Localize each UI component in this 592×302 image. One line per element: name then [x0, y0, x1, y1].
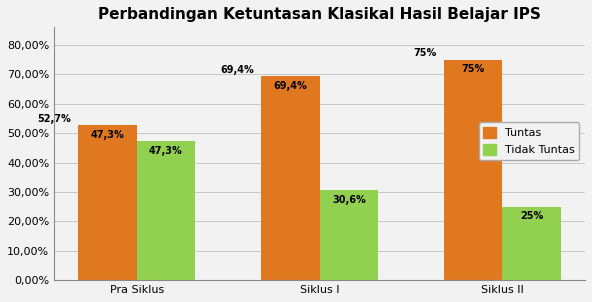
Text: 75%: 75%	[462, 64, 485, 74]
Text: 69,4%: 69,4%	[220, 65, 254, 75]
Bar	[137, 141, 195, 280]
Text: 69,4%: 69,4%	[274, 81, 307, 91]
Text: 52,7%: 52,7%	[37, 114, 71, 124]
Title: Perbandingan Ketuntasan Klasikal Hasil Belajar IPS: Perbandingan Ketuntasan Klasikal Hasil B…	[98, 7, 541, 22]
Text: 47,3%: 47,3%	[91, 130, 124, 140]
Text: 30,6%: 30,6%	[332, 194, 366, 205]
Bar	[444, 59, 503, 280]
Text: 75%: 75%	[413, 48, 436, 58]
Bar	[320, 190, 378, 280]
Bar	[261, 76, 320, 280]
Bar	[503, 207, 561, 280]
Bar	[78, 125, 137, 280]
Legend: Tuntas, Tidak Tuntas: Tuntas, Tidak Tuntas	[479, 122, 580, 160]
Text: 47,3%: 47,3%	[149, 146, 183, 156]
Text: 25%: 25%	[520, 211, 543, 221]
